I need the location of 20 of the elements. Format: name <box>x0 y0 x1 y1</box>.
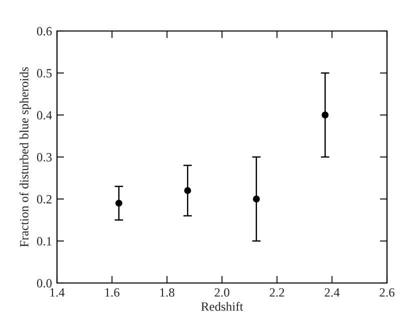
point <box>322 112 329 118</box>
point <box>115 200 122 207</box>
y-tick-label: 0.0 <box>36 279 52 288</box>
x-tick-label: 1.6 <box>105 288 120 297</box>
y-axis-title: Fraction of disturbed blue spheroids <box>19 67 31 247</box>
x-tick-label: 1.4 <box>50 288 65 297</box>
y-tick-label: 0.2 <box>36 195 52 204</box>
point <box>252 196 260 202</box>
x-tick-label: 2.2 <box>270 288 284 297</box>
y-tick-label: 0.6 <box>36 27 52 36</box>
x-axis-title: Redshift <box>201 302 244 311</box>
y-tick-label: 0.1 <box>36 237 52 246</box>
y-tick-label: 0.4 <box>36 111 52 120</box>
y-tick-label: 0.5 <box>36 69 52 78</box>
x-tick-label: 2.6 <box>380 288 394 297</box>
point <box>184 187 192 194</box>
y-tick-label: 0.3 <box>36 153 52 162</box>
x-tick-label: 2.4 <box>324 288 340 297</box>
x-tick-label: 2.0 <box>214 288 230 297</box>
x-tick-label: 1.8 <box>160 288 174 297</box>
